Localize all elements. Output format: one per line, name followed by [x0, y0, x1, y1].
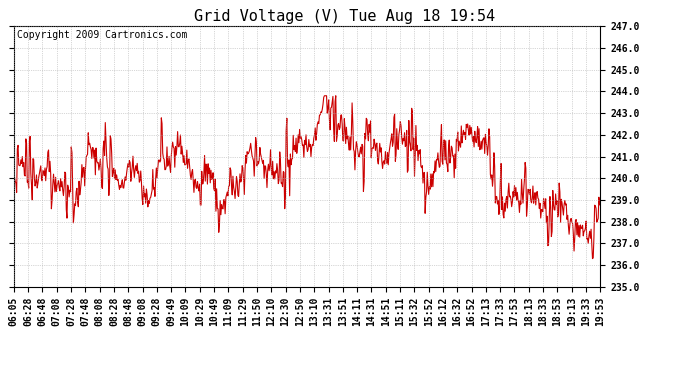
- Text: Copyright 2009 Cartronics.com: Copyright 2009 Cartronics.com: [17, 30, 187, 40]
- Text: Grid Voltage (V) Tue Aug 18 19:54: Grid Voltage (V) Tue Aug 18 19:54: [195, 9, 495, 24]
